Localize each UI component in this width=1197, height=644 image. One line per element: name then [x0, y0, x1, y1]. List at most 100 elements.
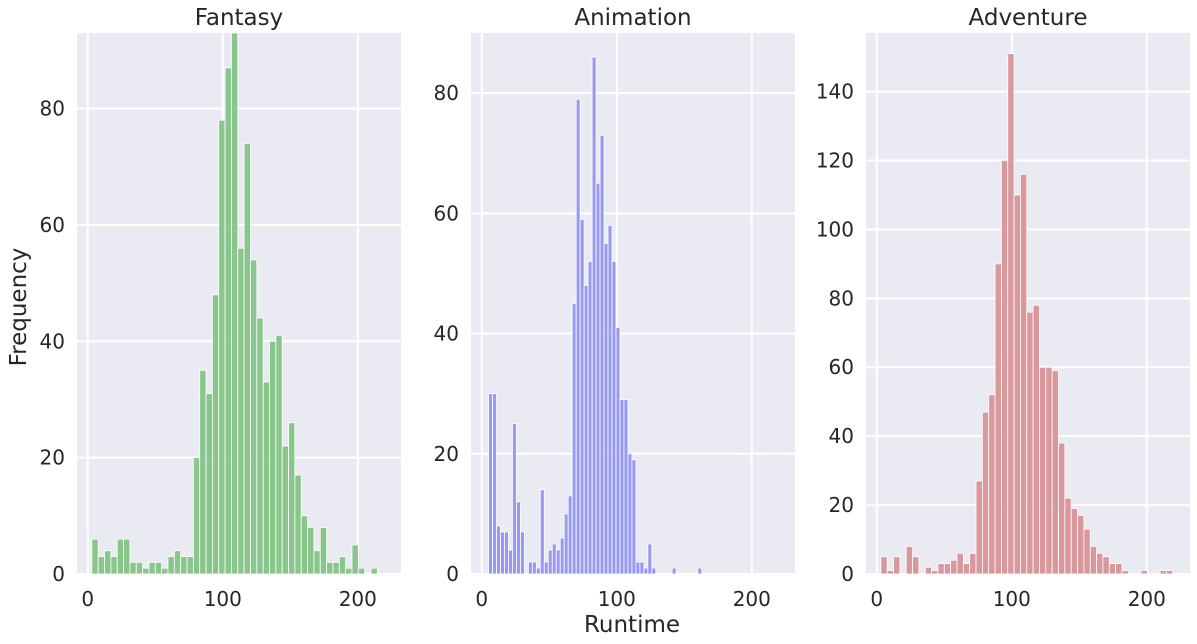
histogram-bar	[512, 423, 517, 575]
y-tick-label: 60	[434, 201, 459, 225]
histogram-bar	[142, 567, 150, 575]
histogram-bar	[571, 303, 577, 575]
histogram-bar	[1083, 528, 1091, 575]
panel-title: Adventure	[969, 5, 1088, 31]
histogram-bar	[319, 527, 328, 575]
histogram-bar	[313, 550, 321, 575]
histogram-bar	[527, 561, 533, 575]
histogram-bar	[91, 538, 99, 575]
panel-title: Fantasy	[195, 5, 284, 31]
histogram-bar	[370, 567, 378, 575]
histogram-bar	[599, 134, 605, 575]
histogram-bar	[1013, 194, 1021, 575]
x-tick-label: 100	[598, 587, 636, 611]
y-tick-label: 60	[40, 213, 65, 237]
panel-adventure: 0 20 40 60 80 100 120 140 0 100 200 Adventure	[816, 5, 1190, 611]
histogram-bar	[1026, 311, 1034, 575]
histogram-bar	[559, 537, 565, 575]
panel-animation: 0 20 40 60 80 0 100 200 Animation	[434, 5, 795, 611]
histogram-bar	[643, 567, 649, 575]
x-tick-label: 0	[475, 587, 488, 611]
histogram-bar	[969, 552, 977, 575]
histogram-bar	[1045, 366, 1053, 575]
histogram-bar	[975, 480, 983, 575]
histogram-bar	[535, 567, 541, 575]
histogram-bar	[551, 543, 557, 575]
histogram-bar	[1070, 508, 1078, 575]
histogram-bar	[1159, 570, 1167, 575]
histogram-bar	[1020, 173, 1028, 575]
histogram-bar	[218, 119, 226, 575]
x-axis-label: Runtime	[584, 612, 680, 638]
y-tick-label: 0	[841, 562, 854, 586]
histogram-bar	[338, 556, 347, 575]
histogram-bar	[886, 570, 894, 575]
histogram-bar	[275, 335, 283, 575]
histogram-bar	[288, 422, 296, 575]
histogram-bar	[697, 567, 703, 575]
histogram-bar	[931, 570, 939, 575]
histogram-bar	[607, 224, 613, 575]
histogram-bar	[300, 515, 308, 575]
y-tick-label: 20	[434, 442, 459, 466]
y-tick-label: 80	[40, 97, 65, 121]
histogram-bar	[924, 566, 933, 575]
y-tick-label: 100	[816, 217, 854, 241]
histogram-bar	[294, 474, 302, 575]
y-tick-label: 20	[40, 446, 65, 470]
histogram-bar	[496, 525, 501, 575]
histogram-bar	[583, 285, 589, 575]
y-tick-label: 80	[434, 81, 459, 105]
histogram-bar	[1115, 563, 1123, 575]
histogram-bar	[262, 381, 270, 575]
y-tick-label: 140	[816, 80, 854, 104]
histogram-bar	[880, 556, 888, 575]
histogram-bar	[651, 567, 657, 575]
histogram-bar	[615, 327, 621, 575]
histogram-bar	[110, 556, 118, 575]
histogram-bar	[943, 563, 952, 575]
y-tick-label: 40	[40, 329, 65, 353]
y-tick-label: 40	[434, 322, 459, 346]
y-tick-label: 80	[829, 286, 854, 310]
histogram-bar	[281, 445, 289, 575]
histogram-bar	[250, 259, 258, 575]
histogram-bar	[116, 538, 124, 575]
y-tick-label: 120	[816, 148, 854, 172]
histogram-bar	[520, 531, 525, 575]
histogram-bar	[981, 411, 990, 575]
histogram-bar	[307, 527, 315, 575]
histogram-bar	[332, 561, 340, 575]
histogram-bar	[611, 261, 617, 575]
histogram-bar	[199, 369, 207, 575]
histogram-bar	[167, 556, 175, 575]
histogram-bar	[627, 453, 633, 575]
histogram-bar	[231, 32, 239, 575]
histogram-bar	[988, 394, 996, 575]
x-tick-label: 100	[204, 587, 242, 611]
histogram-bar	[1096, 552, 1104, 575]
histogram-bar	[326, 561, 334, 575]
histogram-bar	[1121, 570, 1129, 575]
histogram-bar	[567, 495, 573, 575]
histogram-bar	[1051, 370, 1059, 575]
y-tick-label: 0	[52, 562, 65, 586]
histogram-bar	[186, 556, 194, 575]
y-tick-label: 40	[829, 424, 854, 448]
histogram-bar	[500, 531, 505, 575]
histogram-bar	[256, 317, 264, 575]
x-tick-label: 200	[1128, 587, 1166, 611]
histogram-bar	[205, 393, 213, 575]
histogram-bar	[104, 550, 112, 575]
histogram-bar	[357, 567, 366, 575]
histogram-bar	[488, 393, 493, 575]
histogram-bar	[912, 556, 920, 575]
histogram-bar	[351, 544, 359, 575]
histogram-bar	[591, 56, 597, 575]
histogram-bar	[269, 340, 277, 575]
histogram-bar	[905, 546, 913, 575]
histogram-bar	[619, 399, 625, 575]
histogram-bar	[623, 399, 629, 575]
y-tick-label: 20	[829, 493, 854, 517]
histogram-bar	[1102, 556, 1110, 575]
